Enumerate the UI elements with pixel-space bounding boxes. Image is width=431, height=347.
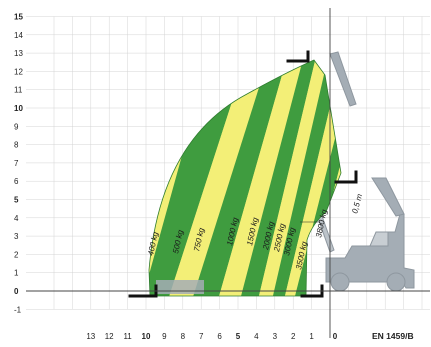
xtick-label: 6 xyxy=(217,332,222,341)
xtick-label: 3 xyxy=(273,332,278,341)
fork-bottom-left xyxy=(128,284,158,298)
load-zone-band xyxy=(272,60,341,296)
load-zone-band xyxy=(218,60,308,296)
ytick-label: 2 xyxy=(14,250,19,259)
ytick-label: 12 xyxy=(14,67,23,76)
ytick-label: 0 xyxy=(14,287,19,296)
boom-high xyxy=(329,51,357,107)
ytick-label: 11 xyxy=(14,86,23,95)
ytick-label: 3 xyxy=(14,232,19,241)
rear-wheel xyxy=(386,272,406,292)
envelope-outline xyxy=(148,59,342,297)
load-zones xyxy=(149,60,341,296)
xtick-label: 2 xyxy=(291,332,296,341)
xtick-label: 13 xyxy=(86,332,95,341)
load-zone-band xyxy=(168,60,274,296)
xtick-label: 10 xyxy=(142,332,151,341)
ytick-label: 7 xyxy=(14,159,19,168)
ytick-label: -1 xyxy=(14,305,22,314)
telehandler-silhouette xyxy=(317,51,415,292)
ytick-label: 10 xyxy=(14,104,23,113)
ytick-label: 9 xyxy=(14,122,19,131)
load-zone-band xyxy=(240,60,320,296)
standard-label: EN 1459/B xyxy=(372,331,414,341)
front-wheel xyxy=(330,272,350,292)
xtick-label: 9 xyxy=(162,332,167,341)
ytick-label: 14 xyxy=(14,31,23,40)
fork-bottom-right xyxy=(300,284,324,298)
xtick-label: 5 xyxy=(236,332,241,341)
xtick-label: 4 xyxy=(254,332,259,341)
load-zone-band xyxy=(192,60,292,296)
ytick-label: 6 xyxy=(14,177,19,186)
ytick-label: 8 xyxy=(14,141,19,150)
xtick-label: 7 xyxy=(199,332,204,341)
fork-mid xyxy=(334,170,358,184)
cab xyxy=(369,231,389,247)
ytick-label: 5 xyxy=(14,196,19,205)
fork-top xyxy=(286,50,310,63)
xtick-label: 12 xyxy=(105,332,114,341)
ytick-label: 13 xyxy=(14,49,23,58)
xtick-label: 1 xyxy=(309,332,314,341)
boom-extension-label: 0,5 m xyxy=(350,193,364,215)
fork-symbols xyxy=(128,50,358,298)
ytick-label: 1 xyxy=(14,269,19,278)
xtick-label: 0 xyxy=(333,332,338,341)
ytick-label: 15 xyxy=(14,13,23,22)
boom-low xyxy=(371,177,405,217)
xtick-label: 8 xyxy=(181,332,186,341)
ytick-label: 4 xyxy=(14,214,19,223)
xtick-label: 11 xyxy=(123,332,132,341)
load-zone-band xyxy=(284,60,341,296)
forks-block xyxy=(156,280,204,294)
load-zone-band xyxy=(258,60,332,296)
